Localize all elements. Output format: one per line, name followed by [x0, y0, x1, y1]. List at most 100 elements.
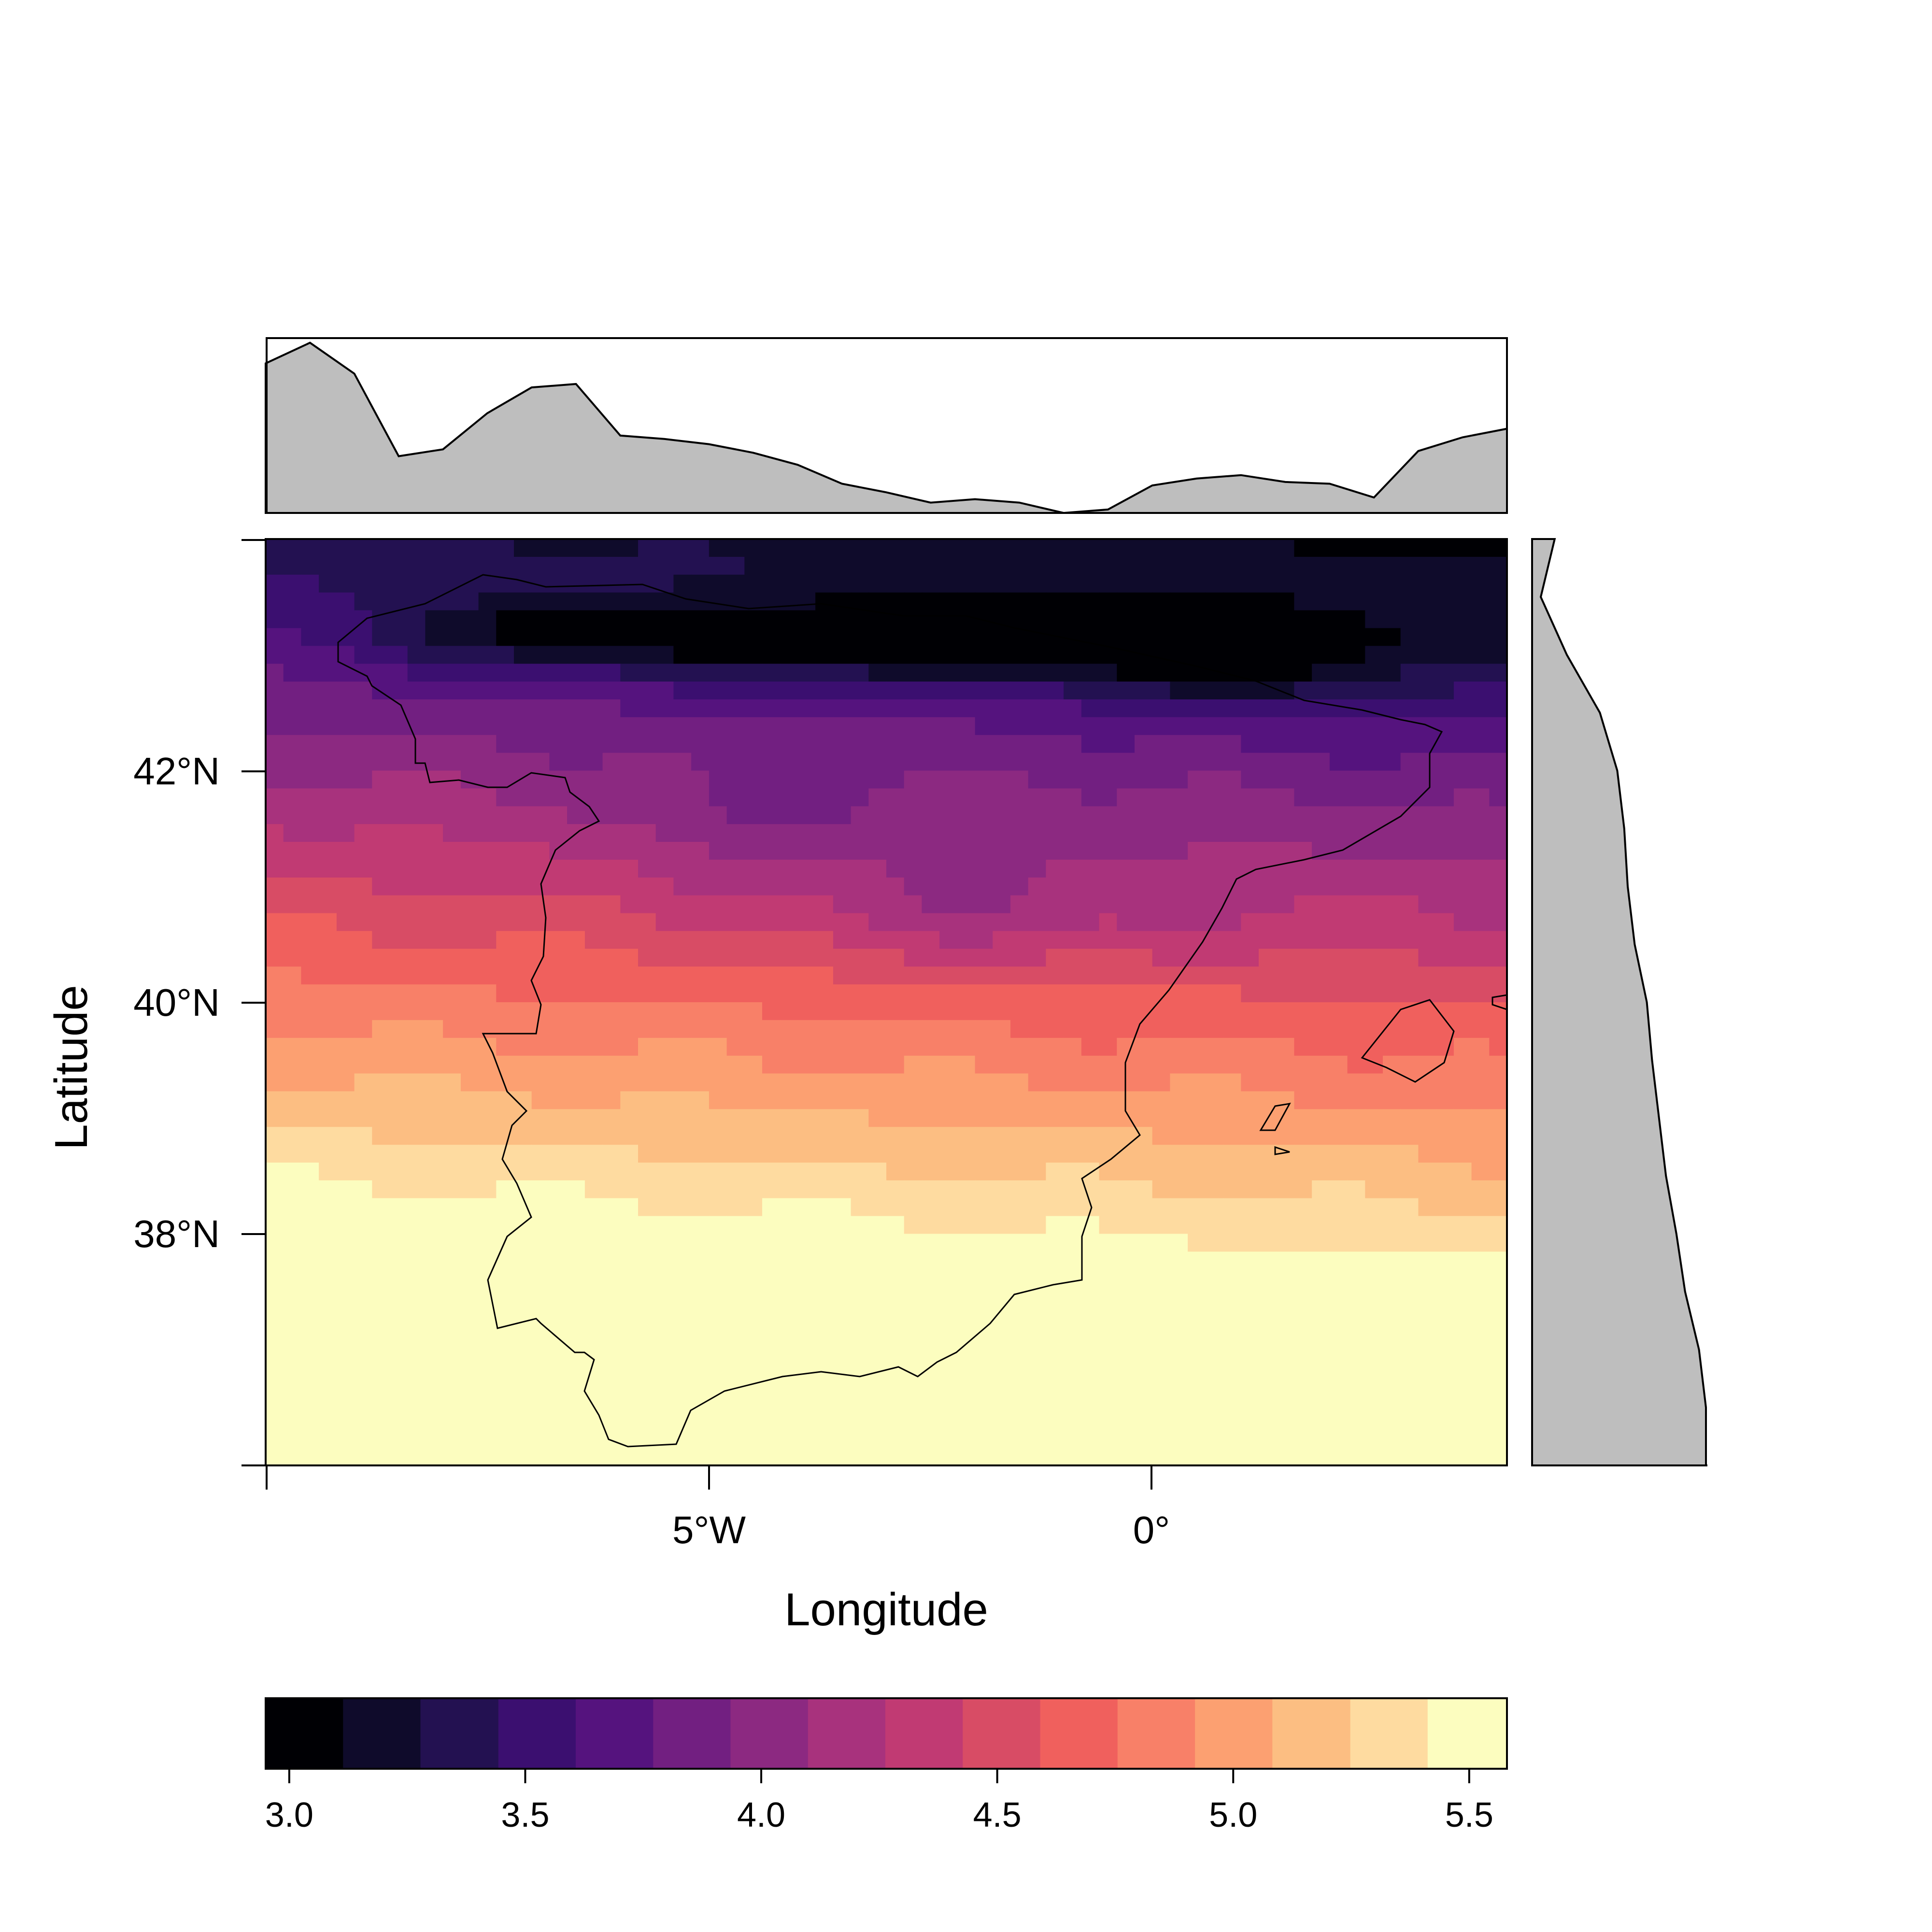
raster-cell	[1099, 1038, 1118, 1056]
raster-cell	[425, 931, 443, 950]
raster-cell	[1081, 1163, 1100, 1181]
raster-cell	[744, 1341, 763, 1359]
x-axis: 5°W 0° Longitude	[267, 1465, 1170, 1635]
raster-cell	[443, 1074, 461, 1092]
raster-cell	[1383, 1109, 1401, 1127]
raster-cell	[1223, 699, 1242, 718]
raster-cell	[1277, 753, 1295, 771]
raster-cell	[886, 913, 905, 932]
raster-cell	[709, 1412, 727, 1430]
raster-cell	[1489, 1145, 1507, 1163]
raster-cell	[815, 1180, 834, 1199]
raster-cell	[815, 824, 834, 842]
raster-cell	[1277, 628, 1295, 646]
raster-cell	[904, 842, 923, 860]
raster-cell	[372, 1269, 390, 1288]
raster-cell	[868, 593, 887, 611]
raster-cell	[1206, 1216, 1224, 1235]
raster-cell	[1294, 1377, 1312, 1395]
raster-cell	[727, 646, 745, 664]
raster-cell	[1206, 753, 1224, 771]
raster-cell	[1418, 628, 1436, 646]
raster-cell	[408, 1305, 426, 1323]
raster-cell	[1152, 931, 1171, 950]
raster-cell	[957, 824, 976, 842]
raster-cell	[479, 1074, 497, 1092]
raster-cell	[425, 1430, 443, 1448]
raster-cell	[479, 593, 497, 611]
raster-cell	[284, 1216, 302, 1235]
raster-cell	[1117, 1287, 1135, 1306]
raster-cell	[1099, 1216, 1118, 1235]
raster-cell	[1152, 628, 1171, 646]
map-panel	[266, 539, 1507, 1466]
raster-cell	[337, 1234, 355, 1252]
raster-cell	[691, 806, 710, 824]
raster-cell	[1489, 735, 1507, 753]
raster-cell	[638, 1091, 656, 1109]
raster-cell	[1277, 878, 1295, 896]
raster-cell	[319, 1359, 337, 1377]
raster-cell	[762, 717, 781, 736]
raster-cell	[1028, 1109, 1047, 1127]
raster-cell	[549, 984, 568, 1003]
raster-cell	[1223, 1127, 1242, 1145]
raster-cell	[1259, 682, 1277, 700]
raster-cell	[1117, 984, 1135, 1003]
raster-cell	[425, 699, 443, 718]
raster-cell	[567, 575, 585, 593]
raster-cell	[1010, 1127, 1029, 1145]
raster-cell	[372, 1198, 390, 1217]
raster-cell	[673, 1305, 692, 1323]
raster-cell	[585, 1056, 603, 1074]
raster-cell	[780, 1430, 798, 1448]
raster-cell	[957, 1056, 976, 1074]
raster-cell	[709, 1305, 727, 1323]
raster-cell	[922, 984, 940, 1003]
raster-cell	[372, 1305, 390, 1323]
raster-cell	[1099, 1198, 1118, 1217]
raster-cell	[727, 771, 745, 789]
raster-cell	[408, 1394, 426, 1413]
raster-cell	[1330, 1412, 1348, 1430]
raster-cell	[1170, 949, 1188, 967]
raster-cell	[975, 628, 994, 646]
raster-cell	[1010, 1251, 1029, 1270]
raster-cell	[496, 628, 514, 646]
raster-cell	[993, 913, 1011, 932]
raster-cell	[1135, 1180, 1153, 1199]
raster-cell	[532, 842, 550, 860]
raster-cell	[1170, 878, 1188, 896]
raster-cell	[762, 860, 781, 878]
raster-cell	[975, 771, 994, 789]
raster-cell	[1418, 1341, 1436, 1359]
raster-cell	[390, 611, 408, 629]
raster-cell	[1294, 1056, 1312, 1074]
raster-cell	[993, 1109, 1011, 1127]
raster-cell	[709, 788, 727, 807]
raster-cell	[549, 1002, 568, 1021]
raster-cell	[993, 842, 1011, 860]
raster-cell	[1206, 1038, 1224, 1056]
raster-cell	[904, 1127, 923, 1145]
raster-cell	[549, 824, 568, 842]
raster-cell	[620, 1091, 639, 1109]
raster-cell	[762, 824, 781, 842]
raster-cell	[922, 1002, 940, 1021]
raster-cell	[514, 984, 532, 1003]
raster-cell	[673, 1002, 692, 1021]
raster-cell	[1064, 984, 1082, 1003]
raster-cell	[833, 860, 852, 878]
raster-cell	[1117, 699, 1135, 718]
raster-cell	[727, 539, 745, 557]
raster-cell	[514, 628, 532, 646]
raster-cell	[1152, 1287, 1171, 1306]
raster-cell	[425, 575, 443, 593]
raster-cell	[301, 557, 319, 575]
raster-cell	[372, 1359, 390, 1377]
raster-cell	[1454, 1341, 1472, 1359]
raster-cell	[815, 895, 834, 914]
raster-cell	[691, 913, 710, 932]
raster-cell	[1401, 949, 1419, 967]
raster-cell	[815, 1412, 834, 1430]
